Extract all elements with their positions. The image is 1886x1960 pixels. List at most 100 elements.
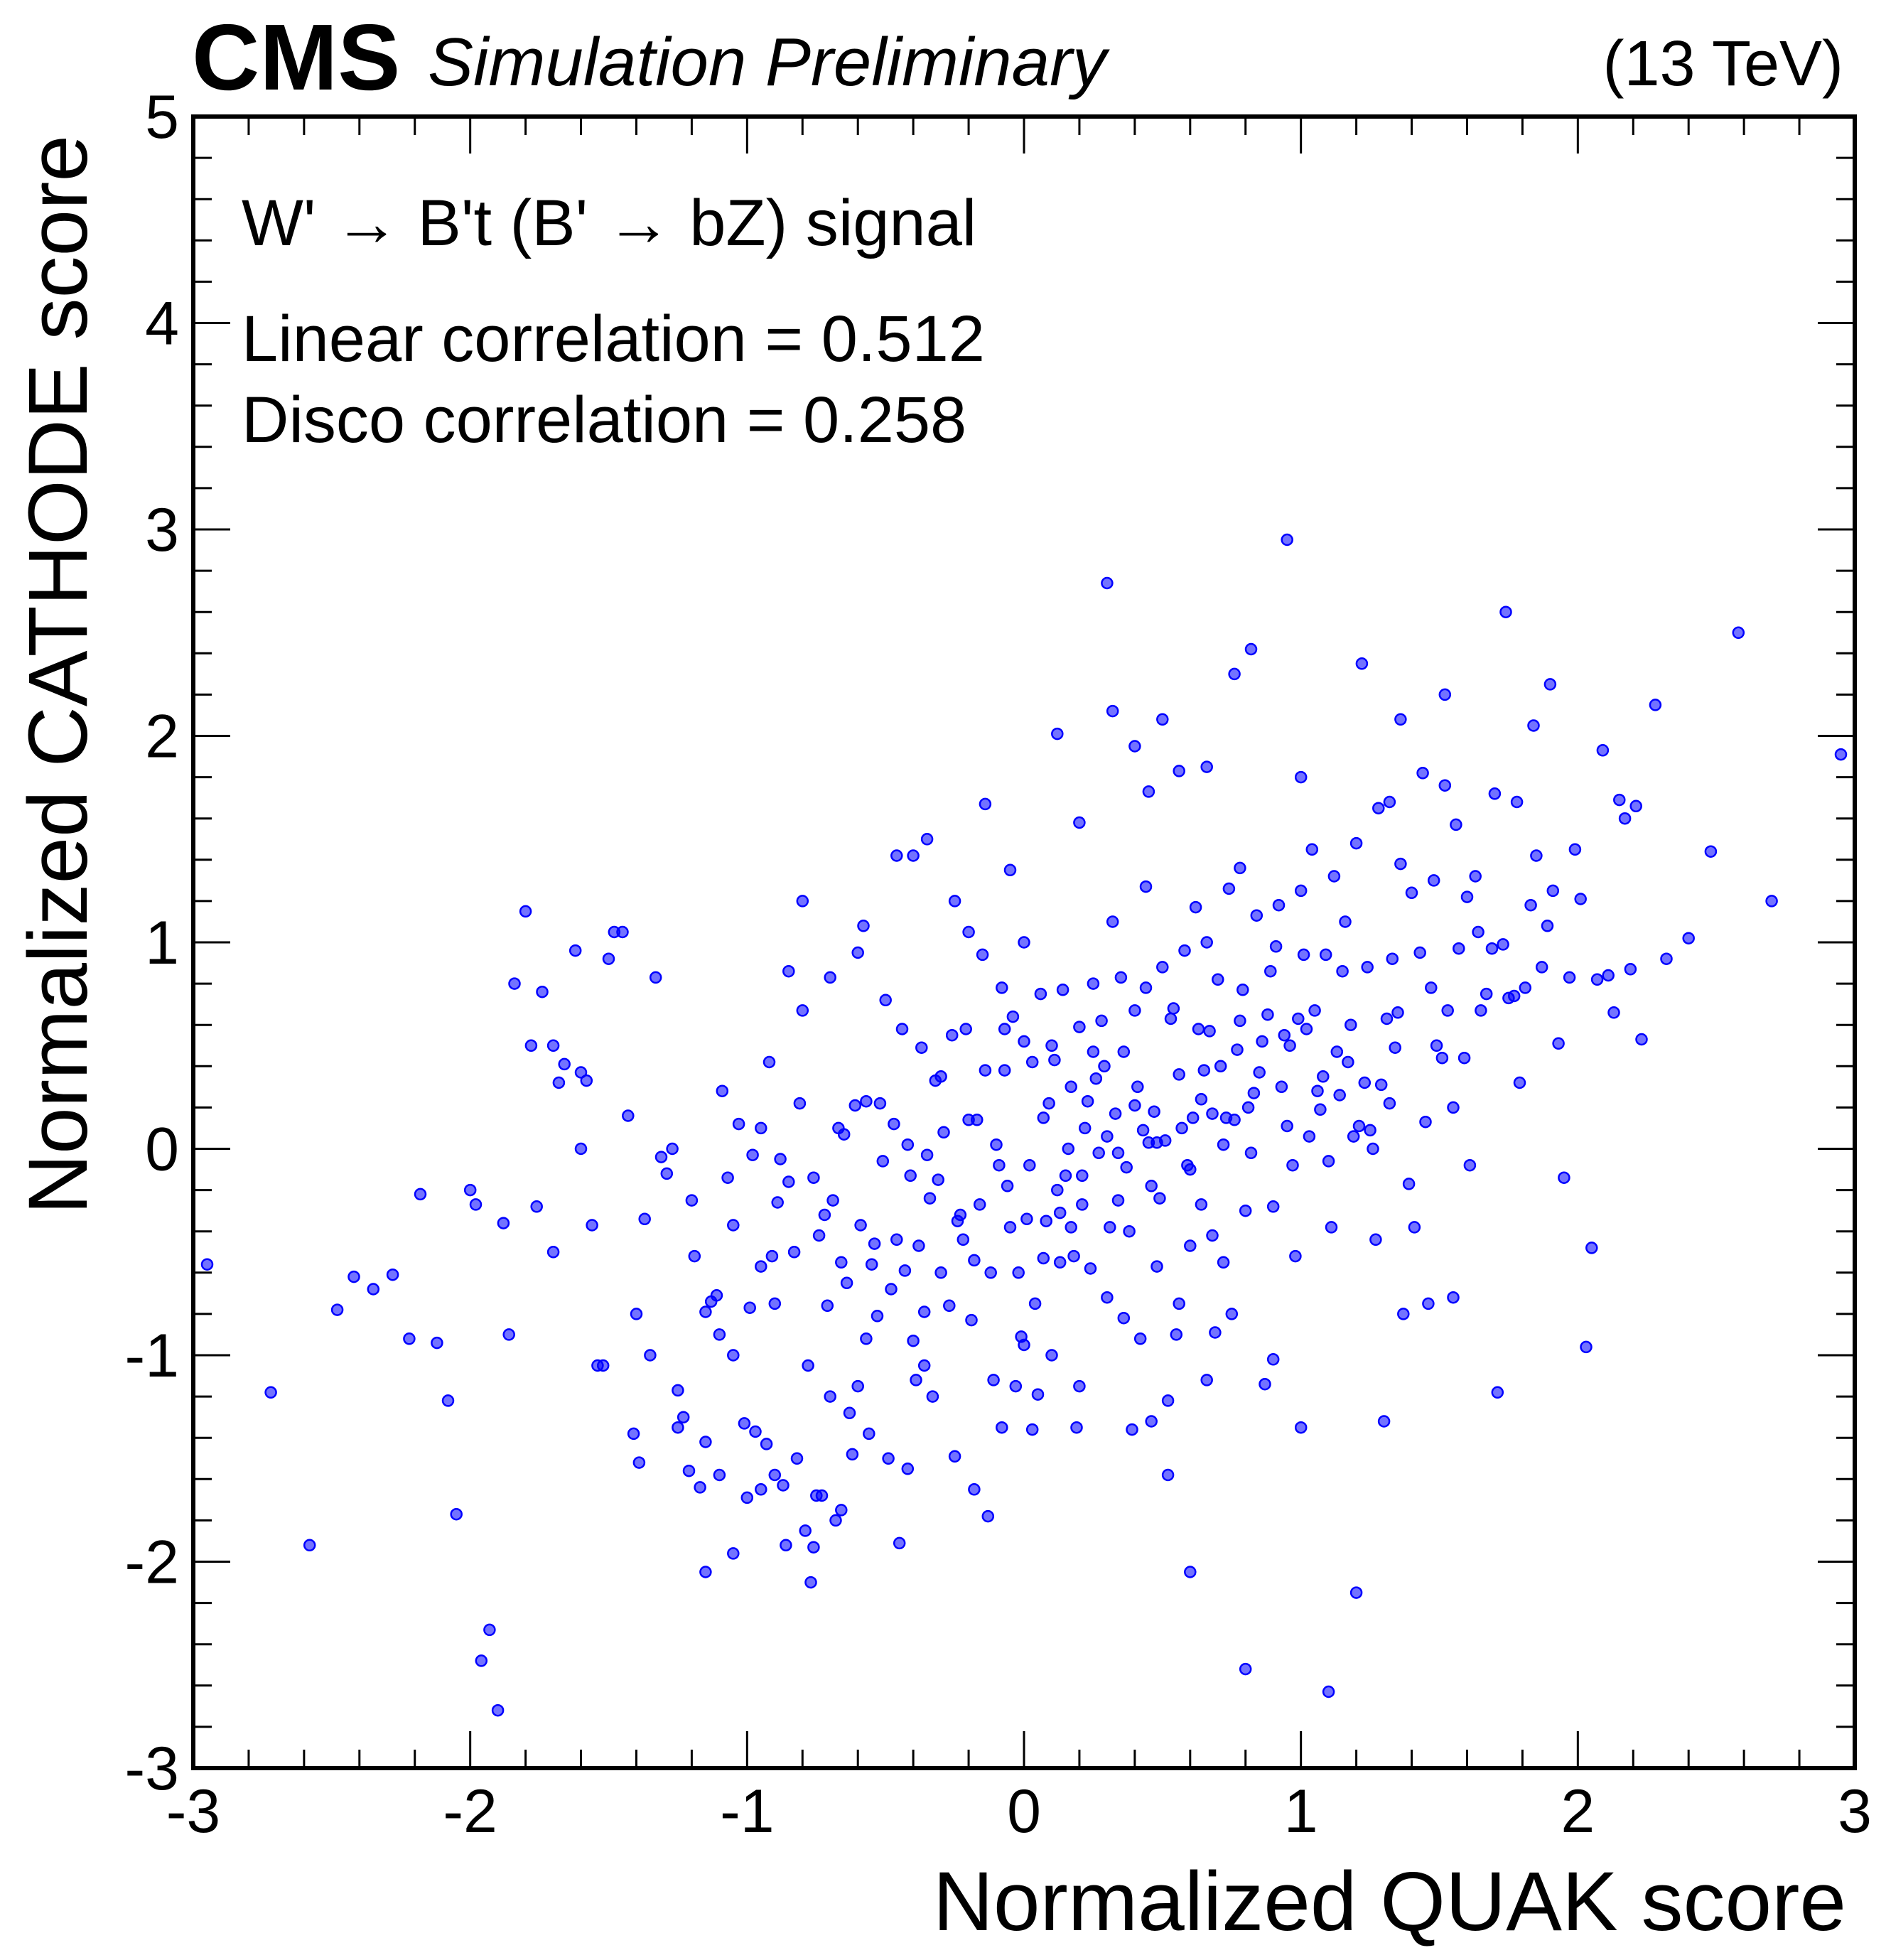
- data-point: [721, 1171, 734, 1184]
- data-point: [1145, 1415, 1158, 1428]
- data-point: [1053, 1206, 1067, 1219]
- data-point: [536, 985, 549, 998]
- data-point: [1345, 1018, 1357, 1031]
- y-tick-label: -2: [125, 1529, 179, 1597]
- data-point: [1358, 1076, 1372, 1089]
- data-point: [1367, 1142, 1379, 1156]
- data-point: [1377, 1415, 1391, 1428]
- data-point: [1098, 1060, 1111, 1073]
- data-point: [1322, 1685, 1335, 1698]
- data-point: [699, 1305, 712, 1318]
- data-point: [743, 1301, 756, 1314]
- data-point: [1250, 909, 1263, 922]
- data-point: [1241, 1101, 1255, 1114]
- data-point: [1596, 744, 1610, 757]
- data-point: [1131, 1080, 1144, 1094]
- data-point: [943, 1299, 956, 1313]
- data-point: [1574, 893, 1587, 905]
- data-point: [1073, 816, 1086, 829]
- data-point: [1056, 984, 1069, 996]
- data-point: [1212, 973, 1224, 986]
- data-point: [824, 971, 836, 984]
- y-tick-label: 3: [145, 496, 179, 564]
- data-point: [699, 1436, 712, 1448]
- data-point: [837, 1128, 851, 1141]
- data-point: [1704, 845, 1718, 858]
- data-point: [616, 925, 629, 939]
- data-point: [469, 1198, 483, 1211]
- data-point: [1156, 961, 1169, 974]
- data-point: [1031, 1388, 1045, 1401]
- data-point: [1389, 1041, 1401, 1054]
- data-point: [558, 1057, 571, 1071]
- data-point: [1624, 963, 1637, 976]
- data-point: [1012, 1266, 1025, 1279]
- data-point: [774, 1153, 787, 1165]
- data-point: [854, 1219, 867, 1232]
- data-point: [804, 1576, 817, 1589]
- data-point: [546, 1039, 560, 1052]
- data-point: [1200, 1374, 1213, 1386]
- data-point: [957, 1233, 970, 1246]
- data-point: [1197, 1064, 1211, 1077]
- data-point: [917, 1359, 931, 1372]
- data-point: [1006, 1010, 1020, 1023]
- data-point: [755, 1483, 767, 1496]
- process-annotation: W' → B't (B' → bZ) signal: [242, 187, 976, 259]
- x-tick-label: -3: [166, 1777, 220, 1846]
- data-point: [1133, 1332, 1147, 1345]
- data-point: [1170, 1328, 1183, 1341]
- data-point: [871, 1310, 884, 1323]
- data-point: [1018, 1035, 1030, 1048]
- data-point: [1369, 1233, 1382, 1246]
- data-point: [1607, 1006, 1620, 1019]
- data-point: [1297, 948, 1310, 962]
- data-point: [1507, 989, 1521, 1003]
- data-point: [586, 1219, 598, 1232]
- data-point: [1391, 1006, 1404, 1019]
- data-point: [414, 1188, 427, 1201]
- data-point: [727, 1547, 740, 1560]
- data-point: [1682, 932, 1695, 944]
- data-point: [1422, 1297, 1435, 1310]
- data-point: [996, 1421, 1008, 1434]
- data-point: [934, 1266, 947, 1279]
- data-point: [888, 1117, 900, 1131]
- data-point: [1488, 787, 1502, 800]
- data-point: [851, 946, 864, 959]
- data-point: [1070, 1421, 1083, 1434]
- data-point: [1078, 1121, 1092, 1135]
- data-point: [1206, 1107, 1219, 1120]
- data-point: [959, 1023, 972, 1035]
- data-point: [1189, 900, 1202, 914]
- data-point: [1372, 802, 1385, 814]
- data-point: [1209, 1326, 1222, 1339]
- data-point: [821, 1299, 834, 1313]
- data-point: [1519, 981, 1532, 994]
- data-point: [1425, 981, 1438, 994]
- data-point: [1286, 1158, 1299, 1172]
- data-point: [530, 1200, 543, 1213]
- data-point: [1394, 857, 1407, 871]
- data-point: [962, 925, 975, 939]
- data-point: [898, 1264, 912, 1277]
- data-point: [782, 964, 795, 978]
- data-point: [749, 1425, 762, 1438]
- data-point: [1635, 1033, 1648, 1046]
- data-point: [945, 1028, 959, 1042]
- data-point: [882, 1452, 895, 1465]
- data-point: [682, 1464, 696, 1477]
- data-point: [1352, 1119, 1366, 1133]
- data-point: [1200, 760, 1213, 773]
- data-point: [1590, 973, 1604, 986]
- data-point: [649, 971, 662, 984]
- data-point: [1347, 1130, 1360, 1143]
- data-point: [1419, 1115, 1432, 1129]
- data-point: [981, 1509, 995, 1523]
- data-point: [1065, 1221, 1077, 1234]
- data-point: [907, 849, 920, 862]
- data-point: [1092, 1146, 1105, 1160]
- data-point: [450, 1507, 463, 1521]
- data-point: [1186, 1111, 1200, 1124]
- data-point: [1101, 1291, 1114, 1304]
